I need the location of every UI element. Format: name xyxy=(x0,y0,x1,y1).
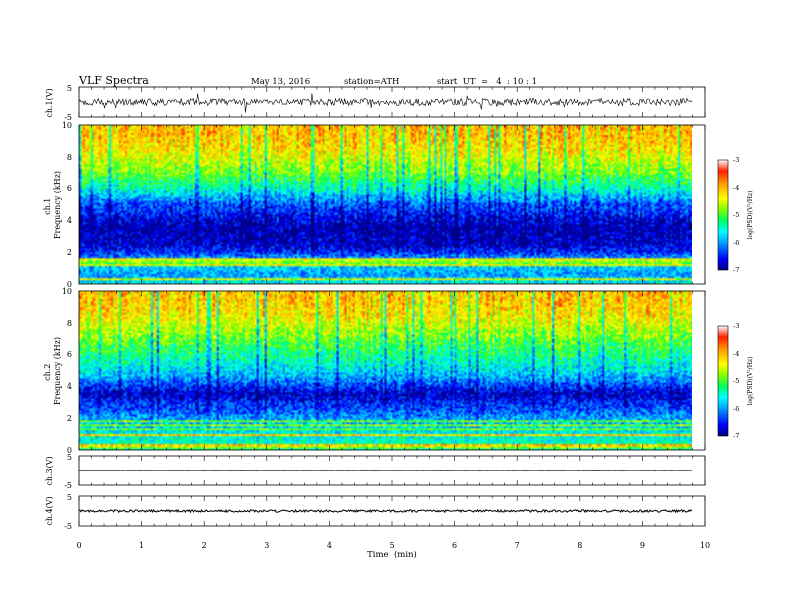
ch1-freq-ticks: 0 2 4 6 8 10 xyxy=(62,121,72,289)
ch2-cb-tick-m4: -4 xyxy=(733,350,739,358)
ch1-waveform-panel: 5 -5 ch.1(V) xyxy=(45,84,706,122)
ch2-colorbar: -3 -4 -5 -6 -7 log(PSD)(V²/Hz) xyxy=(717,322,754,440)
ch1-cb-tick-m7: -7 xyxy=(733,266,739,274)
ch2-colorbar-gradient xyxy=(717,325,729,437)
ch1-cb-tick-m3: -3 xyxy=(733,156,739,164)
station-label: station=ATH xyxy=(344,77,399,87)
time-tick-6: 6 xyxy=(452,541,457,550)
time-tick-0: 0 xyxy=(76,541,81,550)
ch1-freq-tick-10: 10 xyxy=(62,121,72,130)
ch1-spectrogram-image xyxy=(79,125,692,284)
ch1-wave-tick-bottom: -5 xyxy=(64,113,72,122)
time-tick-9: 9 xyxy=(640,541,645,550)
ch1-freq-tick-0: 0 xyxy=(67,280,72,289)
ch2-freq-tick-8: 8 xyxy=(67,319,72,328)
ch1-spec-ylabel-line2: Frequency (kHz) xyxy=(53,171,62,239)
ch2-spec-ylabel-line2: Frequency (kHz) xyxy=(53,337,62,405)
ch1-cb-tick-m6: -6 xyxy=(733,239,739,247)
ch2-cb-tick-m7: -7 xyxy=(733,432,739,440)
time-axis: 0 1 2 3 4 5 6 7 8 9 10 Time (min) xyxy=(76,87,710,560)
ch2-spec-ylabel-line1: ch.2 xyxy=(43,364,52,381)
ch2-cb-tick-m6: -6 xyxy=(733,405,739,413)
ch1-wave-ylabel: ch.1(V) xyxy=(45,88,54,117)
ch4-wave-ylabel: ch.4(V) xyxy=(45,496,54,525)
ch2-spectrogram-panel: 0 2 4 6 8 10 ch.2 Frequency (kHz) xyxy=(43,287,706,455)
ch4-wave-tick-top: 5 xyxy=(67,493,72,502)
ch1-cb-tick-m5: -5 xyxy=(733,211,739,219)
ch2-spec-ylabel: ch.2 Frequency (kHz) xyxy=(43,337,62,405)
ch1-freq-tick-2: 2 xyxy=(67,248,72,257)
ch1-spectrogram-panel: 0 2 4 6 8 10 ch.1 Frequency (kHz) xyxy=(43,121,706,289)
ch3-wave-tick-bottom: -5 xyxy=(64,481,72,490)
time-tick-8: 8 xyxy=(577,541,582,550)
ch1-freq-tick-8: 8 xyxy=(67,153,72,162)
ch4-wave-tick-bottom: -5 xyxy=(64,522,72,531)
time-tick-3: 3 xyxy=(264,541,269,550)
ch2-cb-tick-m5: -5 xyxy=(733,377,739,385)
ch3-wave-tick-top: 5 xyxy=(67,453,72,462)
ch2-freq-tick-0: 0 xyxy=(67,446,72,455)
ch1-spec-ylabel-line1: ch.1 xyxy=(43,198,52,215)
ch4-waveform-trace xyxy=(79,508,693,514)
ch1-wave-tick-top: 5 xyxy=(67,84,72,93)
ch2-freq-ticks: 0 2 4 6 8 10 xyxy=(62,287,72,455)
ch3-wave-ylabel: ch.3(V) xyxy=(45,456,54,485)
figure-title: VLF Spectra xyxy=(78,74,149,87)
ch2-colorbar-label: log(PSD)(V²/Hz) xyxy=(747,357,754,406)
time-tick-4: 4 xyxy=(327,541,332,550)
ch1-freq-tick-6: 6 xyxy=(67,184,72,193)
ch2-freq-tick-2: 2 xyxy=(67,414,72,423)
ch1-colorbar: -3 -4 -5 -6 -7 log(PSD)(V²/Hz) xyxy=(717,156,754,274)
ch2-spectrogram-image xyxy=(79,291,692,450)
ch1-colorbar-label: log(PSD)(V²/Hz) xyxy=(747,191,754,240)
time-tick-10: 10 xyxy=(700,541,710,550)
ch2-freq-tick-6: 6 xyxy=(67,350,72,359)
ch3-waveform-panel: 5 -5 ch.3(V) xyxy=(45,453,706,490)
ch2-cb-tick-m3: -3 xyxy=(733,322,739,330)
ch1-colorbar-gradient xyxy=(717,159,729,271)
ch1-waveform-trace xyxy=(78,93,693,113)
ch2-freq-tick-4: 4 xyxy=(67,382,72,391)
time-tick-2: 2 xyxy=(202,541,207,550)
ch2-freq-tick-10: 10 xyxy=(62,287,72,296)
ch1-freq-tick-4: 4 xyxy=(67,216,72,225)
time-tick-1: 1 xyxy=(139,541,144,550)
time-tick-7: 7 xyxy=(515,541,520,550)
time-tick-marks xyxy=(78,87,706,526)
ch4-waveform-panel: 5 -5 ch.4(V) xyxy=(45,493,706,531)
ch1-cb-tick-m4: -4 xyxy=(733,184,739,192)
date-label: May 13, 2016 xyxy=(251,77,310,87)
ch1-spec-ylabel: ch.1 Frequency (kHz) xyxy=(43,171,62,239)
time-tick-5: 5 xyxy=(389,541,394,550)
start-time-label: start UT = 4 : 10 : 1 xyxy=(437,77,537,87)
time-axis-label: Time (min) xyxy=(367,549,417,560)
